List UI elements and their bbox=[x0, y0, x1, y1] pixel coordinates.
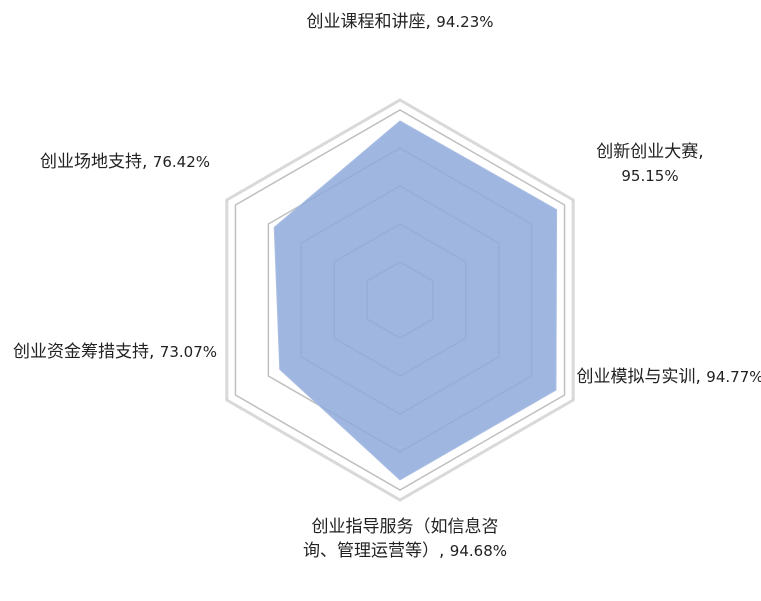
axis-label: 创业场地支持, 76.42% bbox=[5, 150, 245, 174]
axis-label: 创新创业大赛, 95.15% bbox=[575, 140, 725, 188]
axis-label: 创业模拟与实训, 94.77% bbox=[570, 365, 761, 389]
category-label: 创业资金筹措支持, bbox=[12, 342, 155, 362]
category-label: 创业模拟与实训, bbox=[576, 367, 701, 387]
value-label: 94.23% bbox=[436, 13, 494, 31]
value-label: 94.77% bbox=[706, 368, 761, 386]
data-area bbox=[273, 120, 558, 481]
axis-label: 创业资金筹措支持, 73.07% bbox=[5, 340, 225, 364]
value-label: 73.07% bbox=[159, 343, 217, 361]
value-label: 94.68% bbox=[449, 542, 507, 560]
value-label: 95.15% bbox=[621, 167, 679, 185]
category-label: 创业指导服务（如信息咨询、管理运营等）, bbox=[302, 517, 499, 561]
category-label: 创新创业大赛, bbox=[596, 142, 704, 162]
axis-label: 创业指导服务（如信息咨询、管理运营等）, 94.68% bbox=[300, 515, 510, 563]
grid-ring bbox=[234, 109, 566, 491]
axis-label: 创业课程和讲座, 94.23% bbox=[250, 10, 550, 34]
category-label: 创业场地支持, bbox=[39, 152, 148, 172]
category-label: 创业课程和讲座, bbox=[306, 12, 431, 32]
value-label: 76.42% bbox=[152, 153, 210, 171]
